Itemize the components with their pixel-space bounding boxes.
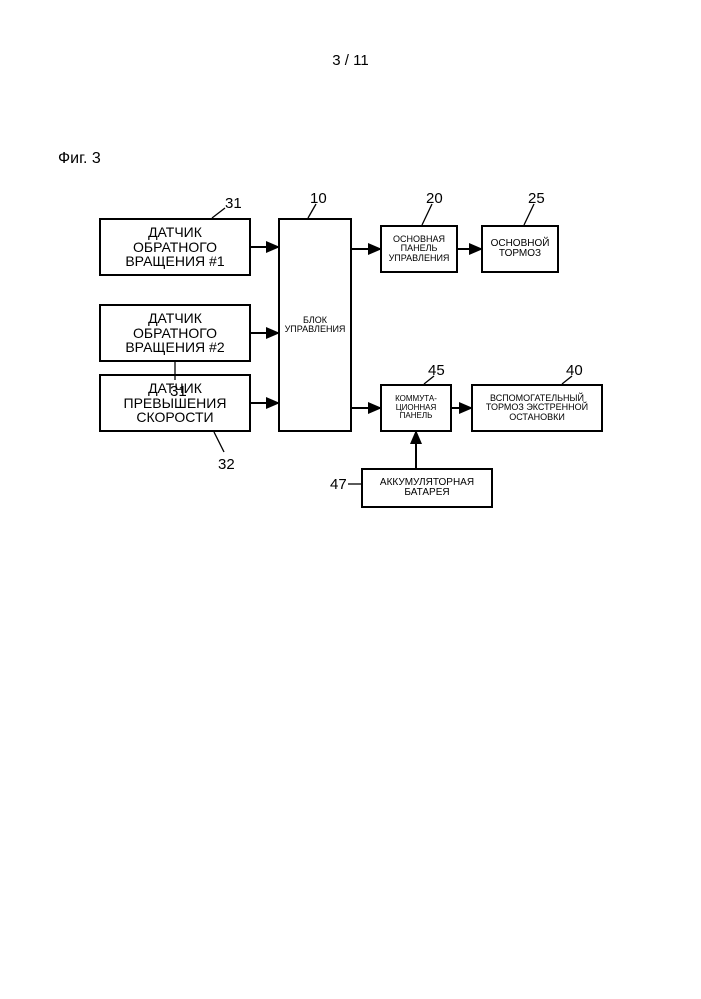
page: 3 / 11 Фиг. 3 ДАТЧИКОБРАТНОГОВРАЩЕНИЯ #1…: [0, 0, 701, 999]
page-number: 3 / 11: [0, 52, 701, 69]
ref-label-32: 32: [218, 456, 235, 473]
block-sensor-2: ДАТЧИКОБРАТНОГОВРАЩЕНИЯ #2: [99, 304, 251, 362]
block-commutation-panel: КОММУТА-ЦИОННАЯПАНЕЛЬ: [380, 384, 452, 432]
ref-label-40: 40: [566, 362, 583, 379]
ref-label-47: 47: [330, 476, 347, 493]
block-main-brake: ОСНОВНОЙТОРМОЗ: [481, 225, 559, 273]
ref-label-45: 45: [428, 362, 445, 379]
block-sensor-1: ДАТЧИКОБРАТНОГОВРАЩЕНИЯ #1: [99, 218, 251, 276]
block-control-unit: БЛОКУПРАВЛЕНИЯ: [278, 218, 352, 432]
ref-label-31: 31: [225, 195, 242, 212]
ref-label-31: 31: [170, 383, 187, 400]
ref-label-25: 25: [528, 190, 545, 207]
diagram-overlay: [0, 0, 701, 999]
ref-leader-25: [524, 204, 534, 225]
block-main-panel: ОСНОВНАЯПАНЕЛЬУПРАВЛЕНИЯ: [380, 225, 458, 273]
ref-label-10: 10: [310, 190, 327, 207]
ref-leader-32: [214, 432, 224, 452]
figure-label: Фиг. 3: [58, 150, 101, 168]
ref-leader-20: [422, 204, 432, 225]
block-aux-brake: ВСПОМОГАТЕЛЬНЫЙТОРМОЗ ЭКСТРЕННОЙОСТАНОВК…: [471, 384, 603, 432]
ref-leader-31: [212, 208, 225, 218]
block-battery: АККУМУЛЯТОРНАЯБАТАРЕЯ: [361, 468, 493, 508]
ref-label-20: 20: [426, 190, 443, 207]
